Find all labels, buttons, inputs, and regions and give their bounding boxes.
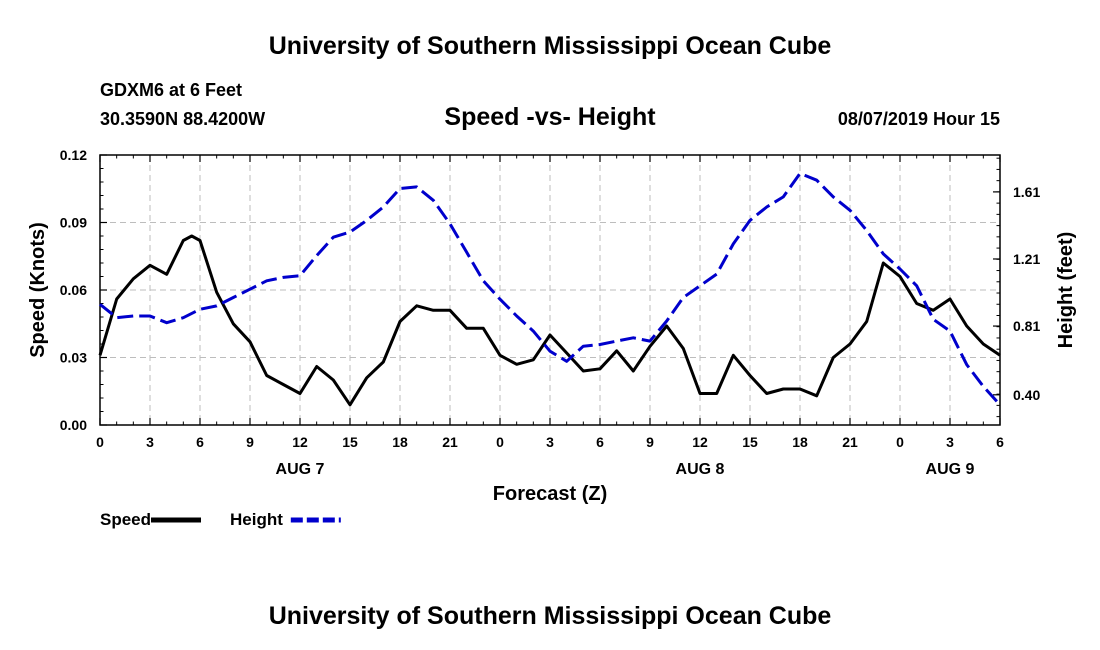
series-line-height [99,171,1002,406]
x-tick-label: 15 [342,434,358,450]
station-coords: 30.3590N 88.4200W [100,109,265,129]
y-tick-label: 0.00 [60,417,87,433]
y-tick-label: 0.06 [60,282,87,298]
x-tick-label: 9 [646,434,654,450]
chart-title: Speed -vs- Height [444,103,656,131]
x-tick-label: 9 [246,434,254,450]
legend-item-height: Height [230,510,341,529]
legend: Speed Height [100,510,341,529]
series-line-speed [98,234,1001,407]
series-layer [98,171,1002,407]
x-tick-label: 3 [546,434,554,450]
y-tick-label: 0.12 [60,147,87,163]
date-label: AUG 7 [276,461,325,478]
y2-tick-label: 1.61 [1013,184,1040,200]
y2-axis-label: Height (feet) [1055,232,1077,349]
x-tick-label: 12 [692,434,708,450]
x-tick-label: 3 [146,434,154,450]
legend-item-speed: Speed [100,510,201,529]
y-axis-label: Speed (Knots) [27,222,49,358]
y-tick-label: 0.09 [60,215,87,231]
x-tick-label: 21 [442,434,458,450]
x-tick-label: 15 [742,434,758,450]
x-tick-label: 6 [596,434,604,450]
y2-tick-label: 1.21 [1013,251,1040,267]
x-tick-label: 12 [292,434,308,450]
legend-label: Height [230,510,283,529]
x-tick-label: 0 [496,434,504,450]
x-tick-label: 3 [946,434,954,450]
forecast-datetime: 08/07/2019 Hour 15 [838,109,1000,129]
x-tick-label: 0 [896,434,904,450]
y-tick-label: 0.03 [60,350,87,366]
bottom-title: University of Southern Mississippi Ocean… [269,602,832,630]
x-tick-label: 0 [96,434,104,450]
station-name: GDXM6 at 6 Feet [100,80,242,100]
legend-label: Speed [100,510,151,529]
date-label: AUG 9 [926,461,975,478]
date-label: AUG 8 [676,461,725,478]
y2-tick-label: 0.81 [1013,318,1040,334]
x-tick-label: 18 [792,434,808,450]
grid [100,155,1000,425]
x-tick-label: 6 [996,434,1004,450]
x-tick-label: 21 [842,434,858,450]
y2-tick-label: 0.40 [1013,387,1040,403]
top-title: University of Southern Mississippi Ocean… [269,32,832,60]
x-axis-label: Forecast (Z) [493,483,607,505]
x-tick-label: 18 [392,434,408,450]
axes: 0 3 6 9 12 15 18 21 0 3 6 9 12 15 18 21 0 3 6 0.00 0.03 0.06 0… [60,147,1041,478]
x-tick-label: 6 [196,434,204,450]
